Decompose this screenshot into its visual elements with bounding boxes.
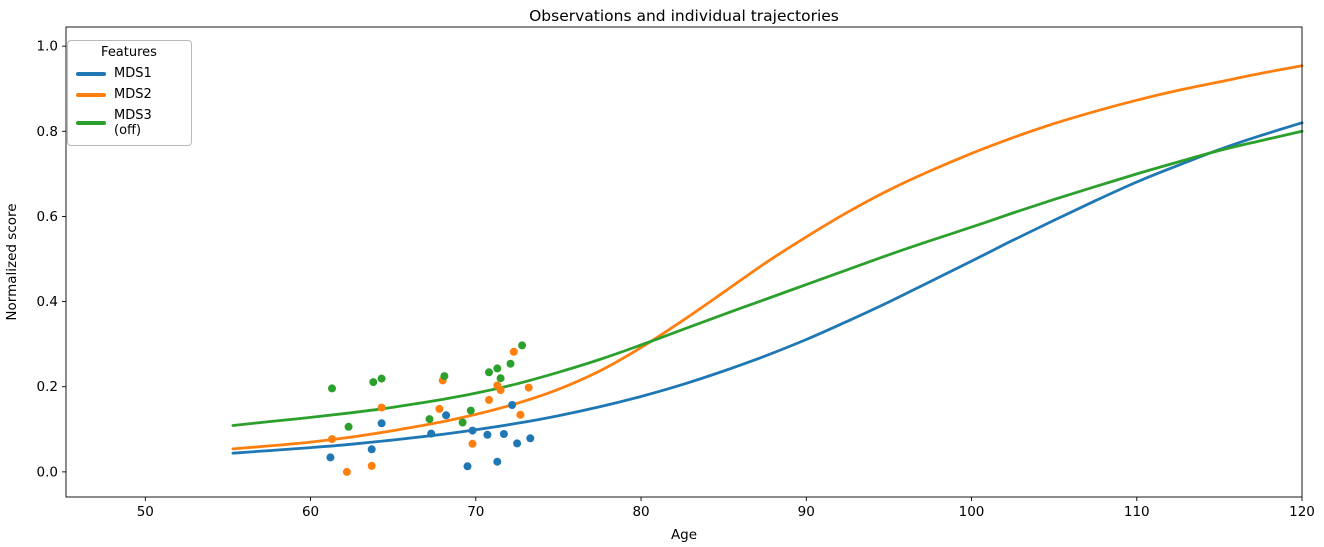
- scatter-point-mds3-off: [493, 364, 502, 373]
- x-tick-label: 60: [302, 504, 319, 520]
- legend-item: MDS2: [76, 87, 182, 102]
- curve-mds3-off: [231, 129, 1304, 427]
- scatter-point-mds2: [435, 404, 444, 413]
- y-tick-label: 0.4: [37, 294, 58, 310]
- legend-item-label: MDS3 (off): [114, 108, 152, 138]
- scatter-point-mds3-off: [328, 384, 336, 393]
- legend-item-label: MDS2: [114, 87, 152, 102]
- scatter-point-mds3-off: [518, 341, 527, 350]
- legend-swatch-icon: [76, 92, 106, 97]
- x-tick-label: 70: [467, 504, 484, 520]
- y-tick-label: 1.0: [37, 39, 58, 55]
- scatter-point-mds2: [328, 435, 336, 444]
- curve-mds1: [231, 121, 1304, 455]
- y-tick-label: 0.2: [37, 379, 58, 395]
- y-axis-label: Normalized score: [4, 203, 20, 320]
- x-tick-label: 90: [798, 504, 815, 520]
- x-tick-label: 110: [1124, 504, 1150, 520]
- scatter-point-mds2: [367, 461, 376, 470]
- legend-swatch-icon: [76, 71, 106, 76]
- scatter-point-mds1: [499, 430, 508, 438]
- scatter-point-mds3-off: [369, 378, 378, 387]
- x-tick-label: 80: [632, 504, 649, 520]
- scatter-point-mds2: [342, 467, 351, 476]
- scatter-point-mds1: [442, 411, 451, 420]
- scatter-point-mds1: [377, 419, 386, 428]
- x-tick-label: 120: [1289, 504, 1315, 520]
- scatter-point-mds3-off: [425, 415, 434, 424]
- legend-items: MDS1 MDS2 MDS3 (off): [76, 66, 182, 138]
- y-tick-label: 0.0: [37, 464, 58, 480]
- curve-mds2: [231, 64, 1304, 451]
- legend-swatch-icon: [76, 121, 106, 125]
- legend: Features MDS1 MDS2 MDS3 (off): [67, 40, 192, 146]
- y-tick-label: 0.8: [37, 124, 58, 140]
- scatter-point-mds1: [468, 426, 477, 435]
- scatter-point-mds1: [526, 434, 535, 443]
- legend-item-label: MDS1: [114, 66, 152, 81]
- scatter-point-mds2: [377, 403, 386, 412]
- x-tick-label: 100: [959, 504, 985, 520]
- scatter-point-mds1: [493, 457, 502, 466]
- y-tick-label: 0.6: [37, 209, 58, 225]
- scatter-point-mds1: [367, 445, 376, 454]
- scatter-point-mds1: [427, 429, 436, 438]
- scatter-point-mds2: [524, 383, 533, 392]
- legend-title: Features: [101, 45, 157, 60]
- scatter-point-mds3-off: [344, 422, 353, 431]
- plot-frame: [65, 26, 1303, 498]
- scatter-point-mds3-off: [485, 368, 493, 377]
- scatter-point-mds2: [496, 386, 505, 395]
- scatter-point-mds3-off: [440, 372, 449, 381]
- chart-title: Observations and individual trajectories: [529, 7, 839, 25]
- legend-item: MDS3 (off): [76, 108, 182, 138]
- legend-item: MDS1: [76, 66, 182, 81]
- scatter-point-mds1: [508, 401, 517, 409]
- scatter-point-mds1: [513, 439, 522, 448]
- scatter-point-mds3-off: [377, 374, 386, 383]
- scatter-point-mds2: [509, 347, 518, 356]
- scatter-point-mds1: [463, 462, 472, 471]
- scatter-point-mds2: [468, 439, 477, 448]
- scatter-point-mds3-off: [496, 374, 505, 383]
- scatter-point-mds1: [326, 453, 335, 462]
- scatter-point-mds1: [483, 430, 492, 439]
- scatter-point-mds3-off: [458, 418, 467, 427]
- scatter-point-mds3-off: [466, 406, 475, 415]
- scatter-point-mds3-off: [506, 359, 515, 368]
- scatter-point-mds2: [516, 410, 525, 419]
- scatter-point-mds2: [485, 395, 493, 404]
- x-axis-label: Age: [671, 527, 697, 543]
- x-tick-label: 50: [137, 504, 154, 520]
